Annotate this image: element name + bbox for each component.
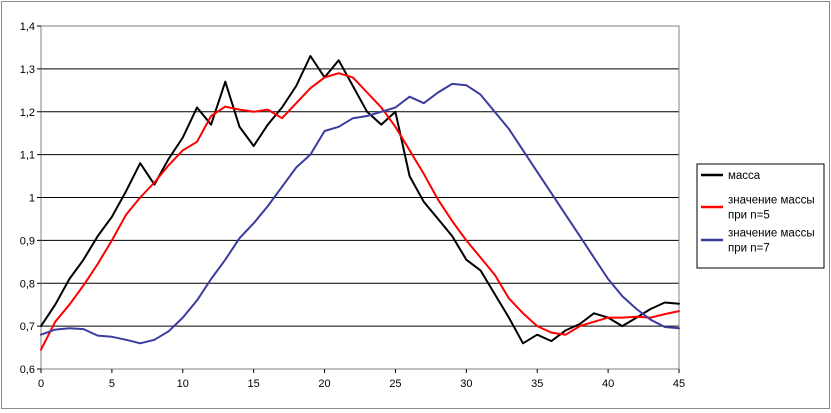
legend-box (696, 163, 825, 269)
x-tick-label: 40 (602, 378, 614, 390)
line-chart: 0,6 0,7 0,8 0,9 1 1,1 1,2 1,3 1,4 0 5 10 15 20 25 30 35… (20, 21, 825, 390)
y-tick-label: 1,4 (20, 21, 35, 33)
gridlines (41, 25, 679, 370)
y-axis: 0,6 0,7 0,8 0,9 1 1,1 1,2 1,3 1,4 (20, 21, 41, 376)
x-axis: 0 5 10 15 20 25 30 35 40 45 (38, 369, 685, 390)
y-tick-label: 1,3 (20, 64, 35, 76)
legend-label-2: значение массы при n=7 (728, 228, 815, 255)
y-tick-label: 0,7 (20, 321, 35, 333)
x-tick-label: 5 (109, 378, 115, 390)
legend: масса значение массы при n=5 значение массы… (696, 163, 825, 269)
series-lines (40, 55, 680, 351)
series-line-2 (40, 82, 680, 345)
y-tick-label: 1,2 (20, 107, 35, 119)
y-tick-label: 1 (29, 193, 35, 205)
legend-label-0: масса (728, 170, 761, 182)
x-tick-label: 20 (318, 378, 330, 390)
x-tick-label: 15 (248, 378, 260, 390)
series-line-0 (40, 55, 680, 345)
y-tick-label: 0,9 (20, 235, 35, 247)
x-tick-label: 35 (531, 378, 543, 390)
legend-label-1: значение массы при n=5 (728, 195, 815, 222)
x-tick-label: 25 (389, 378, 401, 390)
y-tick-label: 0,8 (20, 278, 35, 290)
x-tick-label: 45 (673, 378, 685, 390)
x-tick-label: 0 (38, 378, 44, 390)
y-tick-label: 1,1 (20, 150, 35, 162)
x-tick-label: 30 (460, 378, 472, 390)
series-line-1 (40, 72, 680, 351)
x-tick-label: 10 (177, 378, 189, 390)
y-tick-label: 0,6 (20, 364, 35, 376)
